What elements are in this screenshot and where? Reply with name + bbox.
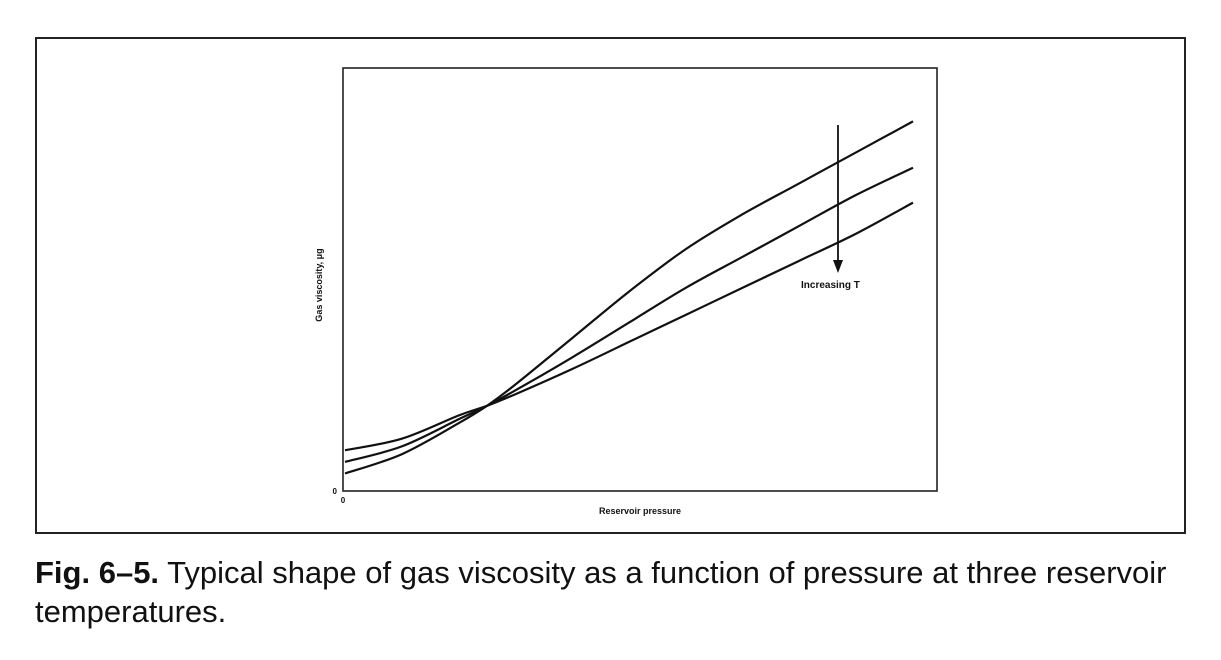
annotation-label: Increasing T (801, 280, 860, 291)
y-origin-label: 0 (333, 487, 338, 496)
viscosity-curve-3 (344, 201, 914, 452)
viscosity-curve-1 (344, 120, 914, 475)
arrow-head (833, 260, 843, 273)
y-axis-label: Gas viscosity, μg (314, 248, 324, 321)
x-origin-label: 0 (341, 496, 346, 505)
increasing-temperature-arrow (833, 125, 843, 273)
figure-caption: Fig. 6–5. Typical shape of gas viscosity… (35, 553, 1205, 631)
viscosity-curve-2 (344, 166, 914, 463)
figure-frame (35, 37, 1186, 534)
caption-text: Typical shape of gas viscosity as a func… (35, 555, 1167, 629)
plot-area (342, 67, 938, 492)
viscosity-pressure-chart: Increasing T Reservoir pressure Gas visc… (314, 67, 938, 516)
caption-label: Fig. 6–5. (35, 555, 160, 590)
x-axis-label: Reservoir pressure (599, 506, 681, 516)
